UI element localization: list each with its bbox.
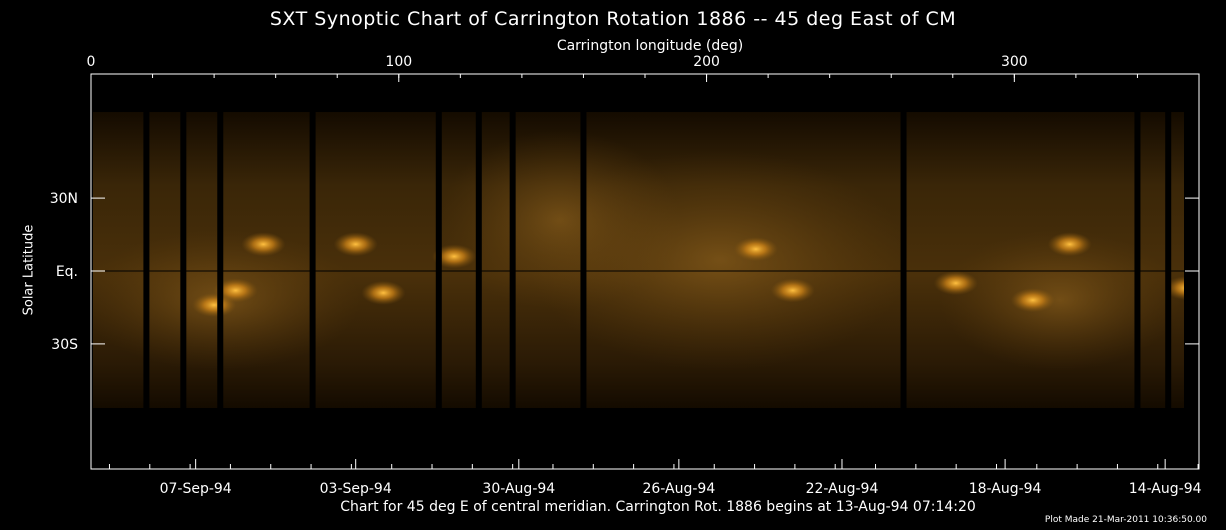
solar-xray-image bbox=[93, 112, 1184, 408]
corona-glow bbox=[940, 230, 1180, 370]
data-gap-stripe bbox=[580, 112, 587, 408]
bottom-axis-tick-label: 03-Sep-94 bbox=[320, 481, 392, 497]
chart-title: SXT Synoptic Chart of Carrington Rotatio… bbox=[269, 8, 957, 30]
data-gap-stripe bbox=[509, 112, 516, 408]
top-axis-tick-label: 0 bbox=[87, 54, 96, 70]
active-region bbox=[733, 237, 778, 262]
active-region bbox=[1164, 276, 1184, 300]
data-gap-stripe bbox=[1134, 112, 1141, 408]
data-gap-stripe bbox=[1165, 112, 1172, 408]
active-region bbox=[432, 244, 477, 269]
active-region bbox=[1010, 288, 1055, 313]
active-region bbox=[333, 232, 378, 257]
data-gap-stripe bbox=[217, 112, 224, 408]
data-gap-stripe bbox=[900, 112, 907, 408]
top-axis-tick-label: 300 bbox=[1001, 54, 1028, 70]
active-region bbox=[241, 232, 286, 257]
active-region bbox=[361, 280, 406, 305]
plot-made-stamp: Plot Made 21-Mar-2011 10:36:50.00 bbox=[1044, 515, 1207, 525]
corona-glow bbox=[530, 150, 910, 370]
active-region bbox=[770, 278, 815, 303]
y-axis-tick-label: Eq. bbox=[56, 264, 78, 280]
chart-caption: Chart for 45 deg E of central meridian. … bbox=[340, 499, 976, 515]
data-gap-stripe bbox=[309, 112, 316, 408]
active-region bbox=[933, 271, 978, 296]
y-axis-tick-label: 30S bbox=[51, 337, 78, 353]
bottom-axis-tick-label: 18-Aug-94 bbox=[969, 481, 1042, 497]
data-gap-stripe bbox=[435, 112, 442, 408]
top-axis-title: Carrington longitude (deg) bbox=[556, 38, 744, 54]
bottom-axis-tick-label: 30-Aug-94 bbox=[482, 481, 555, 497]
bottom-axis-tick-label: 07-Sep-94 bbox=[160, 481, 232, 497]
top-axis-tick-label: 200 bbox=[693, 54, 720, 70]
data-gap-stripe bbox=[180, 112, 187, 408]
active-region bbox=[192, 293, 237, 318]
bottom-axis-tick-label: 14-Aug-94 bbox=[1129, 481, 1202, 497]
top-axis-tick-label: 100 bbox=[385, 54, 412, 70]
active-region bbox=[1047, 232, 1092, 257]
bottom-axis-tick-label: 22-Aug-94 bbox=[806, 481, 879, 497]
data-gap-stripe bbox=[475, 112, 482, 408]
y-axis-tick-label: 30N bbox=[50, 191, 78, 207]
data-gap-stripe bbox=[143, 112, 150, 408]
bottom-axis-tick-label: 26-Aug-94 bbox=[642, 481, 715, 497]
